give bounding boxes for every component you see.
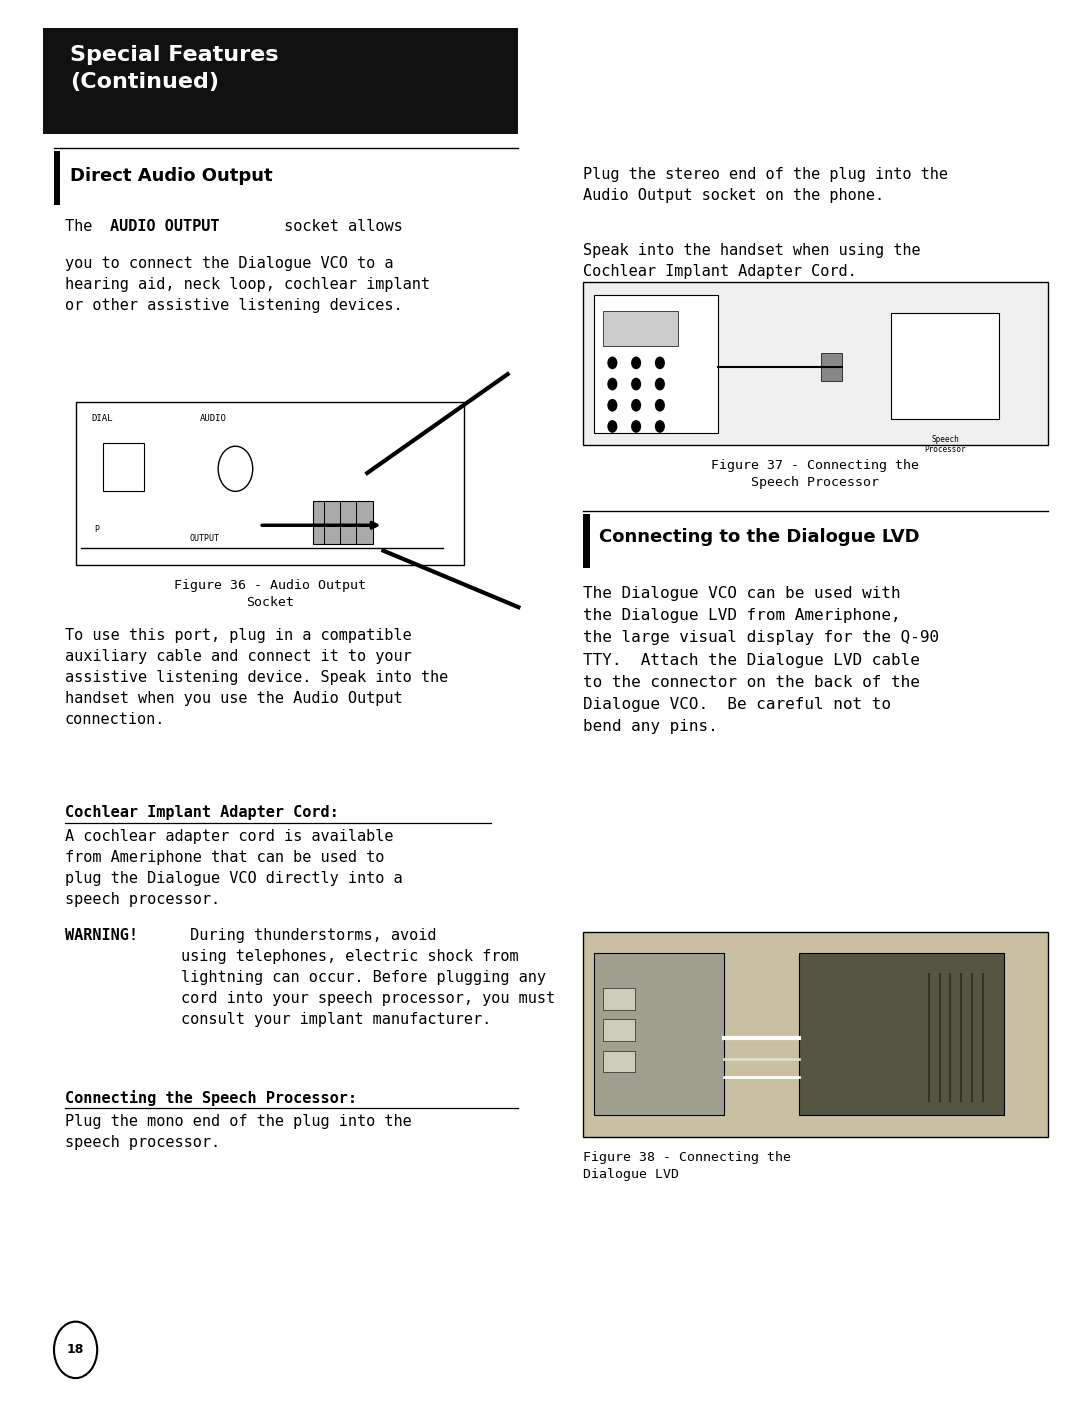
Bar (603, 311, 678, 346)
Text: Direct Audio Output: Direct Audio Output (70, 167, 273, 185)
Bar (583, 932, 1048, 1137)
Text: Figure 38 - Connecting the
Dialogue LVD: Figure 38 - Connecting the Dialogue LVD (583, 1151, 792, 1180)
Circle shape (218, 446, 253, 491)
Text: Plug the mono end of the plug into the
speech processor.: Plug the mono end of the plug into the s… (65, 1114, 411, 1149)
Text: 18: 18 (67, 1343, 84, 1357)
Text: Connecting the Speech Processor:: Connecting the Speech Processor: (65, 1090, 356, 1106)
Text: The Dialogue VCO can be used with
the Dialogue LVD from Ameriphone,
the large vi: The Dialogue VCO can be used with the Di… (583, 586, 940, 734)
Text: OUTPUT: OUTPUT (189, 534, 219, 542)
Circle shape (608, 400, 617, 411)
Bar (54, 151, 60, 205)
Circle shape (54, 1322, 97, 1378)
Circle shape (632, 421, 640, 432)
Text: During thunderstorms, avoid
using telephones, electric shock from
lightning can : During thunderstorms, avoid using teleph… (181, 928, 555, 1027)
Circle shape (656, 421, 664, 432)
Circle shape (656, 378, 664, 390)
Bar (43, 28, 518, 134)
Text: P: P (94, 525, 99, 534)
Circle shape (656, 357, 664, 369)
Bar (891, 313, 999, 419)
Circle shape (608, 378, 617, 390)
Text: Special Features
(Continued): Special Features (Continued) (70, 45, 279, 92)
Text: Speak into the handset when using the
Cochlear Implant Adapter Cord.: Speak into the handset when using the Co… (583, 243, 921, 278)
Text: AUDIO: AUDIO (200, 414, 227, 422)
Text: The: The (65, 219, 102, 234)
Text: Figure 37 - Connecting the
Speech Processor: Figure 37 - Connecting the Speech Proces… (712, 459, 919, 489)
Circle shape (632, 357, 640, 369)
Text: DIAL: DIAL (92, 414, 113, 422)
Bar (799, 953, 1004, 1115)
Bar (603, 1019, 635, 1041)
Circle shape (608, 357, 617, 369)
Text: WARNING!: WARNING! (65, 928, 138, 943)
Text: Connecting to the Dialogue LVD: Connecting to the Dialogue LVD (599, 528, 920, 546)
Bar (583, 514, 590, 568)
Circle shape (632, 378, 640, 390)
Circle shape (656, 400, 664, 411)
Text: A cochlear adapter cord is available
from Ameriphone that can be used to
plug th: A cochlear adapter cord is available fro… (65, 829, 403, 907)
Bar (594, 953, 724, 1115)
Text: Cochlear Implant Adapter Cord:: Cochlear Implant Adapter Cord: (65, 805, 338, 820)
Bar (821, 353, 842, 381)
Text: you to connect the Dialogue VCO to a
hearing aid, neck loop, cochlear implant
or: you to connect the Dialogue VCO to a hea… (65, 256, 430, 312)
Bar (103, 443, 144, 491)
Bar (583, 282, 1048, 445)
Text: Plug the stereo end of the plug into the
Audio Output socket on the phone.: Plug the stereo end of the plug into the… (583, 167, 948, 202)
Bar (76, 402, 464, 565)
Text: Speech
Processor: Speech Processor (924, 435, 966, 455)
Bar (603, 988, 635, 1010)
Bar (313, 501, 373, 544)
Bar (603, 1051, 635, 1072)
Text: Figure 36 - Audio Output
Socket: Figure 36 - Audio Output Socket (174, 579, 366, 609)
Text: socket allows: socket allows (275, 219, 403, 234)
Text: To use this port, plug in a compatible
auxiliary cable and connect it to your
as: To use this port, plug in a compatible a… (65, 628, 448, 727)
Text: AUDIO OUTPUT: AUDIO OUTPUT (110, 219, 219, 234)
Circle shape (632, 400, 640, 411)
Bar (594, 295, 718, 433)
Circle shape (608, 421, 617, 432)
